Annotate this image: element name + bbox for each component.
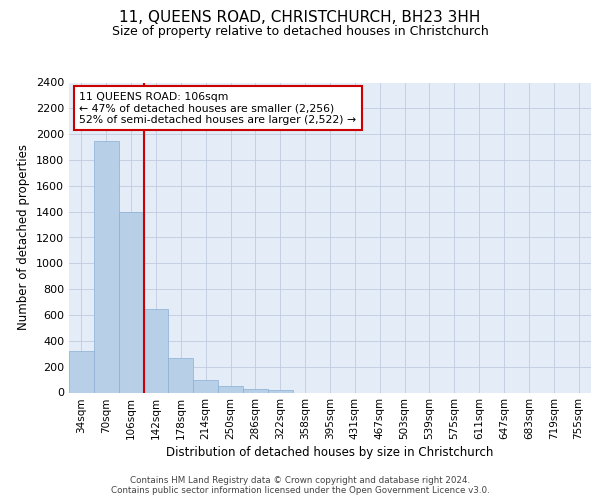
Bar bbox=[143, 308, 169, 392]
Bar bbox=[169, 358, 193, 392]
Bar bbox=[119, 212, 143, 392]
Bar bbox=[218, 386, 243, 392]
Bar bbox=[69, 351, 94, 393]
Bar bbox=[268, 390, 293, 392]
Text: Contains HM Land Registry data © Crown copyright and database right 2024.
Contai: Contains HM Land Registry data © Crown c… bbox=[110, 476, 490, 495]
Bar bbox=[94, 140, 119, 392]
Text: 11 QUEENS ROAD: 106sqm
← 47% of detached houses are smaller (2,256)
52% of semi-: 11 QUEENS ROAD: 106sqm ← 47% of detached… bbox=[79, 92, 356, 125]
Y-axis label: Number of detached properties: Number of detached properties bbox=[17, 144, 31, 330]
Text: Size of property relative to detached houses in Christchurch: Size of property relative to detached ho… bbox=[112, 25, 488, 38]
X-axis label: Distribution of detached houses by size in Christchurch: Distribution of detached houses by size … bbox=[166, 446, 494, 460]
Bar bbox=[243, 388, 268, 392]
Bar bbox=[193, 380, 218, 392]
Text: 11, QUEENS ROAD, CHRISTCHURCH, BH23 3HH: 11, QUEENS ROAD, CHRISTCHURCH, BH23 3HH bbox=[119, 10, 481, 25]
